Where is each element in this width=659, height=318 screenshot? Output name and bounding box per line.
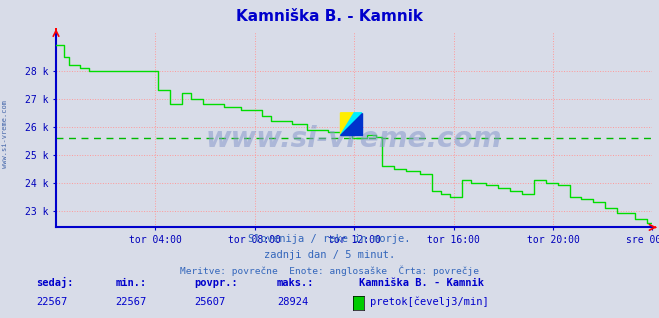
Polygon shape bbox=[341, 113, 362, 135]
Text: zadnji dan / 5 minut.: zadnji dan / 5 minut. bbox=[264, 250, 395, 259]
Text: www.si-vreme.com: www.si-vreme.com bbox=[2, 100, 9, 168]
Text: 22567: 22567 bbox=[115, 297, 146, 307]
Text: 28924: 28924 bbox=[277, 297, 308, 307]
Text: Slovenija / reke in morje.: Slovenija / reke in morje. bbox=[248, 234, 411, 244]
Polygon shape bbox=[341, 113, 355, 135]
Text: 22567: 22567 bbox=[36, 297, 67, 307]
Text: sedaj:: sedaj: bbox=[36, 277, 74, 288]
Text: Meritve: povrečne  Enote: anglosaške  Črta: povrečje: Meritve: povrečne Enote: anglosaške Črta… bbox=[180, 266, 479, 276]
Polygon shape bbox=[341, 113, 362, 135]
Text: Kamniška B. - Kamnik: Kamniška B. - Kamnik bbox=[236, 9, 423, 24]
Text: 25607: 25607 bbox=[194, 297, 225, 307]
Text: maks.:: maks.: bbox=[277, 278, 314, 288]
Text: www.si-vreme.com: www.si-vreme.com bbox=[206, 125, 502, 153]
Text: povpr.:: povpr.: bbox=[194, 278, 238, 288]
Text: Kamniška B. - Kamnik: Kamniška B. - Kamnik bbox=[359, 278, 484, 288]
Text: min.:: min.: bbox=[115, 278, 146, 288]
Text: pretok[čevelj3/min]: pretok[čevelj3/min] bbox=[370, 297, 489, 307]
